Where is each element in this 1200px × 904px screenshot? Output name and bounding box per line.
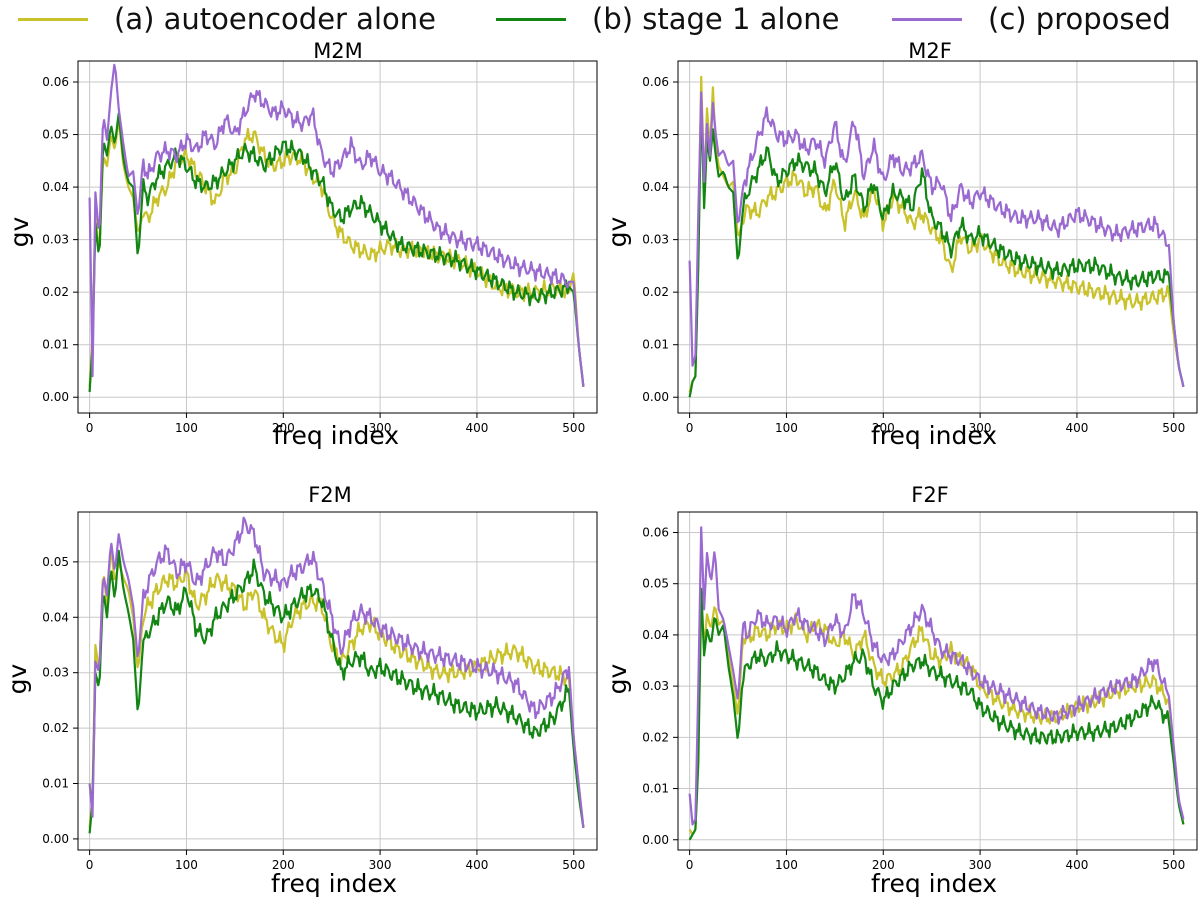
panel-title-f2m: F2M xyxy=(308,483,352,507)
series-line-proposed xyxy=(88,63,585,387)
y-tick-label: 0.00 xyxy=(42,832,69,846)
x-tick-label: 500 xyxy=(562,421,585,435)
x-tick-label: 400 xyxy=(1065,421,1088,435)
series-line-stage1 xyxy=(688,96,1185,398)
series-line-stage1 xyxy=(88,112,585,393)
y-tick-label: 0.02 xyxy=(642,730,669,744)
x-tick-label: 200 xyxy=(872,858,895,872)
legend-item-autoencoder: (a) autoencoder alone xyxy=(18,0,436,38)
plot-frame xyxy=(77,511,598,851)
y-axis-label: gv xyxy=(3,663,32,694)
x-tick-label: 400 xyxy=(465,421,488,435)
y-axis-label: gv xyxy=(603,663,632,694)
x-tick-label: 200 xyxy=(872,421,895,435)
x-axis-label: freq index xyxy=(271,869,397,898)
x-tick-label: 100 xyxy=(175,858,198,872)
legend-label-proposed: (c) proposed xyxy=(988,2,1171,36)
panel-title-m2f: M2F xyxy=(908,39,952,63)
y-tick-label: 0.01 xyxy=(642,338,669,352)
y-axis-label: gv xyxy=(603,216,632,247)
x-axis-label: freq index xyxy=(273,421,399,450)
y-tick-label: 0.03 xyxy=(642,679,669,693)
y-tick-label: 0.03 xyxy=(642,233,669,247)
plot-frame xyxy=(77,60,598,414)
series-line-autoencoder xyxy=(88,549,585,828)
x-tick-label: 500 xyxy=(1162,421,1185,435)
x-tick-label: 300 xyxy=(969,858,992,872)
x-tick-label: 100 xyxy=(175,421,198,435)
series-line-autoencoder xyxy=(88,117,585,387)
x-tick-label: 400 xyxy=(1065,858,1088,872)
series-line-stage1 xyxy=(688,587,1185,841)
y-tick-label: 0.01 xyxy=(642,782,669,796)
x-tick-label: 300 xyxy=(969,421,992,435)
y-tick-label: 0.05 xyxy=(42,128,69,142)
y-tick-label: 0.01 xyxy=(42,777,69,791)
y-tick-label: 0.00 xyxy=(642,833,669,847)
x-tick-label: 200 xyxy=(272,858,295,872)
x-tick-label: 100 xyxy=(775,421,798,435)
legend-label-autoencoder: (a) autoencoder alone xyxy=(114,2,436,36)
legend-label-stage1: (b) stage 1 alone xyxy=(592,2,840,36)
x-tick-label: 500 xyxy=(1162,858,1185,872)
y-tick-label: 0.04 xyxy=(42,610,69,624)
legend-swatch-proposed xyxy=(892,17,962,21)
x-tick-label: 0 xyxy=(686,421,694,435)
x-tick-label: 0 xyxy=(86,421,94,435)
legend: (a) autoencoder alone (b) stage 1 alone … xyxy=(0,0,1200,38)
y-tick-label: 0.06 xyxy=(42,75,69,89)
y-tick-label: 0.00 xyxy=(42,390,69,404)
y-tick-label: 0.05 xyxy=(642,128,669,142)
chart-panel-m2m: 0 100 200 300 400 500 0.00 0.01 0.02 0.03 0.04 0.05… xyxy=(5,39,598,450)
series-line-proposed xyxy=(688,526,1185,826)
x-tick-label: 300 xyxy=(369,858,392,872)
chart-panel-m2f: 0 100 200 300 400 500 0.00 0.01 0.02 0.03 0.04 0.05… xyxy=(603,39,1198,450)
chart-panel-f2m: 0 100 200 300 400 500 0.00 0.01 0.02 0.03 0.04 0.05… xyxy=(3,483,598,898)
y-tick-label: 0.04 xyxy=(642,180,669,194)
y-tick-label: 0.05 xyxy=(642,577,669,591)
panel-title-m2m: M2M xyxy=(313,39,363,63)
plot-frame xyxy=(677,60,1198,414)
legend-item-proposed: (c) proposed xyxy=(892,0,1171,38)
y-tick-label: 0.01 xyxy=(42,338,69,352)
x-tick-label: 100 xyxy=(775,858,798,872)
x-tick-label: 200 xyxy=(272,421,295,435)
legend-swatch-autoencoder xyxy=(18,17,88,21)
y-tick-label: 0.05 xyxy=(42,555,69,569)
y-tick-label: 0.04 xyxy=(642,628,669,642)
series-line-autoencoder xyxy=(688,75,1185,393)
x-axis-label: freq index xyxy=(871,869,997,898)
legend-swatch-stage1 xyxy=(496,17,566,21)
y-tick-label: 0.06 xyxy=(642,525,669,539)
x-tick-label: 0 xyxy=(86,858,94,872)
x-tick-label: 500 xyxy=(562,858,585,872)
y-tick-label: 0.06 xyxy=(642,75,669,89)
chart-panel-f2f: 0 100 200 300 400 500 0.00 0.01 0.02 0.03 0.04 0.05… xyxy=(603,483,1198,898)
y-tick-label: 0.02 xyxy=(642,285,669,299)
y-axis-label: gv xyxy=(5,216,34,247)
x-tick-label: 0 xyxy=(686,858,694,872)
y-tick-label: 0.03 xyxy=(42,666,69,680)
y-tick-label: 0.00 xyxy=(642,390,669,404)
series-line-stage1 xyxy=(88,549,585,834)
series-line-proposed xyxy=(88,516,585,828)
series-line-proposed xyxy=(688,91,1185,387)
x-axis-label: freq index xyxy=(871,421,997,450)
x-tick-label: 400 xyxy=(465,858,488,872)
panel-title-f2f: F2F xyxy=(911,483,949,507)
y-tick-label: 0.02 xyxy=(42,721,69,735)
y-tick-label: 0.03 xyxy=(42,233,69,247)
y-tick-label: 0.02 xyxy=(42,285,69,299)
legend-item-stage1: (b) stage 1 alone xyxy=(496,0,839,38)
y-tick-label: 0.04 xyxy=(42,180,69,194)
x-tick-label: 300 xyxy=(369,421,392,435)
plot-frame xyxy=(677,511,1198,851)
